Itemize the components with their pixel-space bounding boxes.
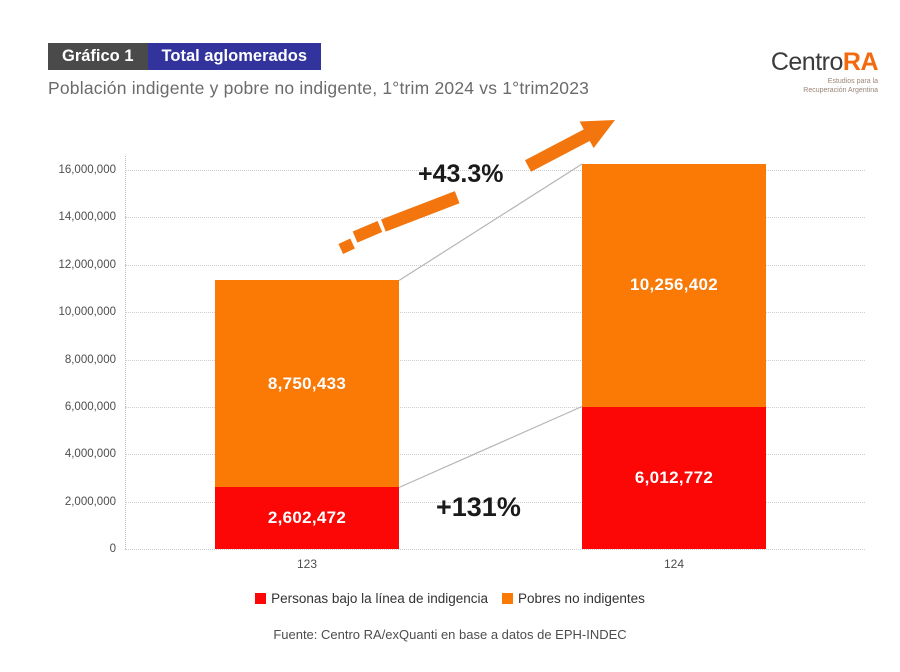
y-tick-label: 16,000,000: [58, 164, 116, 176]
gridline: [125, 312, 865, 314]
annotation-total-increase: +43.3%: [418, 160, 504, 188]
legend-label: Pobres no indigentes: [518, 591, 645, 606]
y-tick-label: 0: [109, 543, 116, 555]
chart-subtitle: Población indigente y pobre no indigente…: [48, 78, 590, 98]
y-tick-label: 8,000,000: [64, 353, 116, 366]
plot-area: 0 2,000,000 4,000,000 6,000,000 8,000,000 10,…: [58, 150, 865, 571]
bar-segment-123-0: 2,602,472: [215, 487, 399, 549]
y-tick-label: 12,000,000: [58, 258, 116, 271]
chart-scope-badge: Total aglomerados: [147, 43, 322, 70]
legend: Personas bajo la línea de indigencia Pob…: [0, 591, 900, 606]
bar-segment-123-1: 8,750,433: [215, 280, 399, 488]
centro-ra-logo: CentroRA Estudios para la Recuperación Ar…: [770, 48, 879, 96]
bar-segment-124-1: 10,256,402: [582, 163, 766, 407]
y-tick-label: 10,000,000: [58, 306, 116, 319]
bar-value-label: 8,750,433: [267, 373, 347, 393]
logo-wordmark: CentroRA: [770, 48, 879, 76]
bar-value-label: 6,012,772: [634, 467, 714, 487]
y-tick-label: 2,000,000: [64, 495, 116, 508]
gridline: [125, 501, 865, 503]
y-tick-label: 14,000,000: [58, 211, 116, 224]
logo-text-accent: RA: [842, 48, 879, 76]
y-tick-label: 4,000,000: [64, 448, 116, 461]
y-tick-label: 6,000,000: [64, 400, 116, 413]
legend-swatch-orange: [502, 593, 514, 604]
y-axis-line: [125, 156, 126, 549]
bar-value-label: 10,256,402: [629, 275, 719, 295]
x-tick-label: 123: [296, 557, 318, 571]
source-note: Fuente: Centro RA/exQuanti en base a dat…: [273, 627, 627, 642]
bar-value-label: 2,602,472: [267, 508, 347, 528]
gridline: [125, 359, 865, 361]
logo-text-primary: Centro: [770, 48, 844, 76]
legend-swatch-red: [255, 593, 267, 604]
legend-item-pobres: Pobres no indigentes: [502, 591, 645, 606]
bar-segment-124-0: 6,012,772: [582, 406, 766, 549]
legend-item-indigencia: Personas bajo la línea de indigencia: [255, 591, 488, 606]
logo-tagline: Estudios para la Recuperación Argentina: [803, 78, 878, 94]
chart-number-badge: Gráfico 1: [48, 43, 148, 70]
x-tick-label: 124: [663, 557, 685, 571]
title-badges: Gráfico 1 Total aglomerados: [48, 43, 322, 70]
legend-label: Personas bajo la línea de indigencia: [271, 591, 489, 606]
gridline: [125, 549, 865, 550]
annotation-indigencia-increase: +131%: [436, 492, 521, 522]
